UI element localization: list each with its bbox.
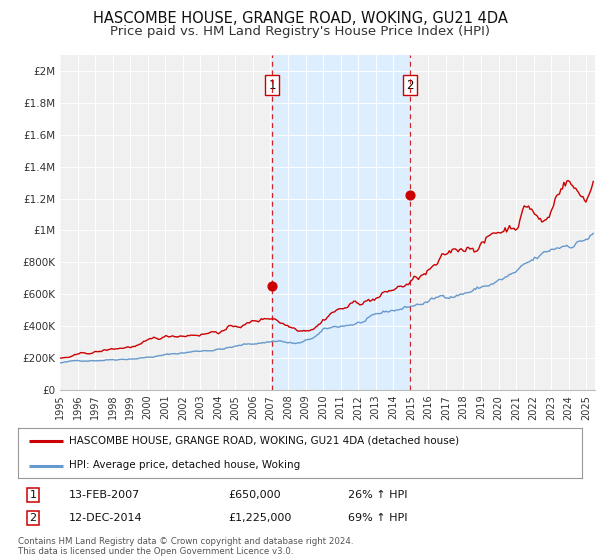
Text: HASCOMBE HOUSE, GRANGE ROAD, WOKING, GU21 4DA (detached house): HASCOMBE HOUSE, GRANGE ROAD, WOKING, GU2… bbox=[69, 436, 459, 446]
Point bbox=[405, 190, 415, 199]
Text: 2: 2 bbox=[406, 78, 413, 92]
Text: 26% ↑ HPI: 26% ↑ HPI bbox=[348, 490, 407, 500]
Point bbox=[268, 282, 277, 291]
Bar bbox=[272, 55, 410, 390]
Text: 12-DEC-2014: 12-DEC-2014 bbox=[69, 513, 143, 523]
Text: Contains HM Land Registry data © Crown copyright and database right 2024.
This d: Contains HM Land Registry data © Crown c… bbox=[18, 537, 353, 557]
Text: Price paid vs. HM Land Registry's House Price Index (HPI): Price paid vs. HM Land Registry's House … bbox=[110, 25, 490, 38]
Text: 1: 1 bbox=[269, 78, 276, 92]
Text: £1,225,000: £1,225,000 bbox=[228, 513, 292, 523]
Text: 13-FEB-2007: 13-FEB-2007 bbox=[69, 490, 140, 500]
Text: £650,000: £650,000 bbox=[228, 490, 281, 500]
Text: 2: 2 bbox=[29, 513, 37, 523]
Text: 69% ↑ HPI: 69% ↑ HPI bbox=[348, 513, 407, 523]
Text: 1: 1 bbox=[29, 490, 37, 500]
Text: HASCOMBE HOUSE, GRANGE ROAD, WOKING, GU21 4DA: HASCOMBE HOUSE, GRANGE ROAD, WOKING, GU2… bbox=[92, 11, 508, 26]
Text: HPI: Average price, detached house, Woking: HPI: Average price, detached house, Woki… bbox=[69, 460, 300, 470]
